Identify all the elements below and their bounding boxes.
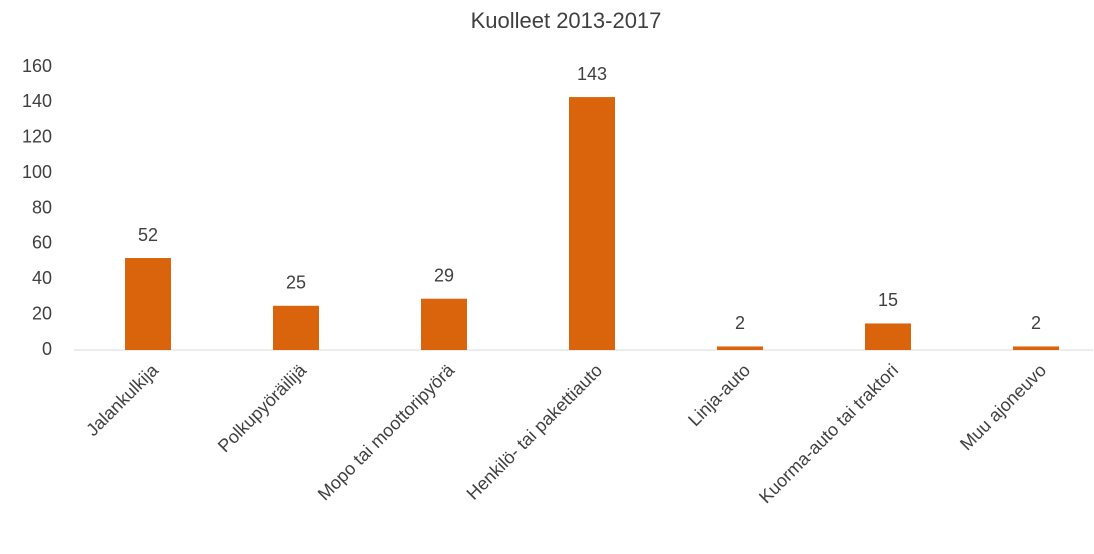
bar [717,346,763,350]
data-label: 29 [434,265,454,285]
x-tick-label: Mopo tai moottoripyörä [314,359,459,504]
bar [273,305,319,350]
data-label: 2 [1031,313,1041,333]
y-tick-label: 0 [42,339,52,359]
data-label: 143 [577,64,607,84]
data-label: 52 [138,225,158,245]
x-tick-label: Linja-auto [684,360,754,430]
data-label: 2 [735,313,745,333]
x-tick-label: Henkilö- tai pakettiauto [463,360,607,504]
data-label: 25 [286,273,306,293]
x-tick-label: Kuorma-auto tai traktori [755,360,902,507]
y-tick-label: 100 [22,162,52,182]
x-tick-label: Polkupyöräilijä [214,359,311,456]
y-tick-label: 120 [22,127,52,147]
bar [1013,346,1059,350]
x-tick-label: Jalankulkija [82,359,163,440]
data-label: 15 [878,290,898,310]
y-tick-label: 160 [22,56,52,76]
y-tick-label: 40 [32,268,52,288]
y-tick-label: 20 [32,303,52,323]
x-tick-label: Muu ajoneuvo [956,360,1050,454]
bar [125,258,171,350]
y-tick-label: 140 [22,91,52,111]
bar [569,97,615,350]
bar [865,323,911,350]
y-tick-label: 60 [32,233,52,253]
bar [421,298,467,350]
chart-title: Kuolleet 2013-2017 [471,8,662,33]
y-tick-label: 80 [32,197,52,217]
